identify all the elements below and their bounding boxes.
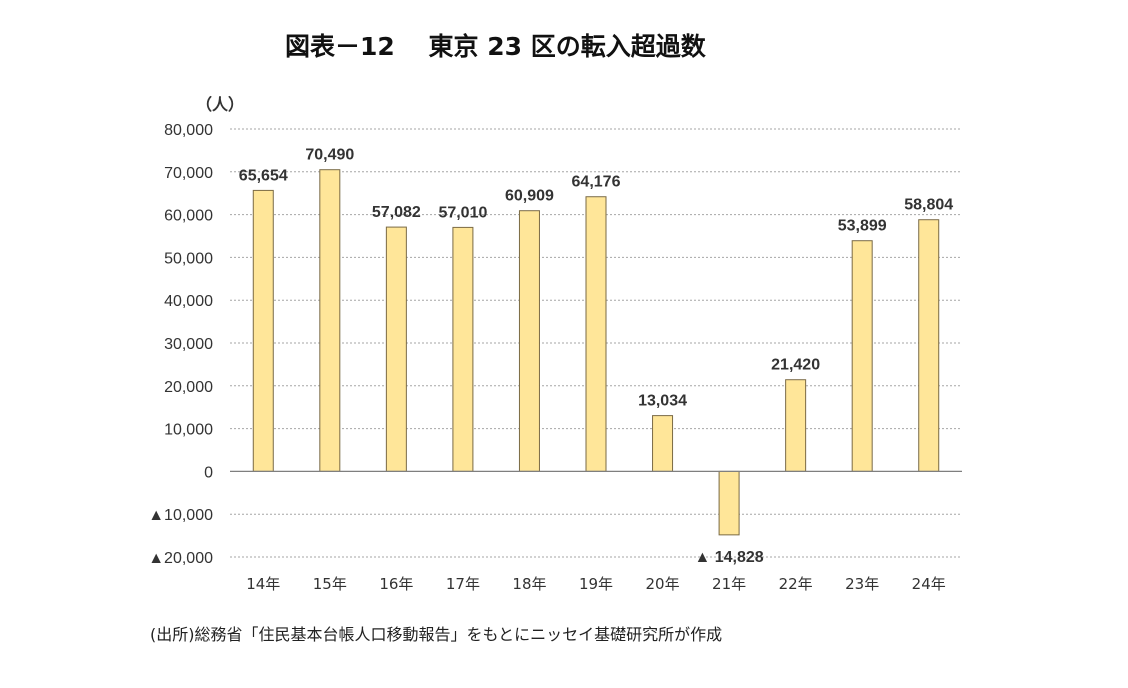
data-label: 65,654 [239, 167, 288, 184]
data-label: 58,804 [904, 197, 953, 214]
bar [851, 240, 873, 472]
y-tick-label: ▲20,000 [148, 550, 213, 567]
y-tick-label: 40,000 [164, 293, 213, 310]
bars [252, 169, 940, 536]
chart-title: 図表－12 東京 23 区の転入超過数 [285, 32, 707, 61]
bar [918, 219, 940, 472]
y-tick-label: 80,000 [164, 122, 213, 139]
x-tick-label: 22年 [779, 575, 813, 593]
x-tick-label: 16年 [379, 575, 413, 593]
y-tick-label: 0 [204, 464, 213, 481]
bar [652, 415, 674, 472]
bar [518, 210, 540, 472]
y-tick-label: 70,000 [164, 165, 213, 182]
x-tick-label: 20年 [645, 575, 679, 593]
x-tick-label: 19年 [579, 575, 613, 593]
x-tick-label: 17年 [446, 575, 480, 593]
y-tick-label: 10,000 [164, 422, 213, 439]
y-tick-label: 60,000 [164, 208, 213, 225]
data-label: ▲ 14,828 [694, 549, 763, 566]
y-axis-ticks: 80,000 70,000 60,000 50,000 40,000 30,000 20,0… [148, 122, 213, 567]
y-tick-label: 20,000 [164, 379, 213, 396]
source-note: (出所)総務省「住民基本台帳人口移動報告」をもとにニッセイ基礎研究所が作成 [150, 625, 722, 644]
value-labels: 65,654 70,490 57,082 57,010 60,909 64,176 13,0… [239, 147, 953, 566]
data-label: 13,034 [638, 393, 687, 410]
x-tick-label: 14年 [246, 575, 280, 593]
x-tick-label: 23年 [845, 575, 879, 593]
y-axis-unit: （人） [196, 95, 244, 114]
data-label: 53,899 [838, 218, 887, 235]
data-label: 21,420 [771, 357, 820, 374]
bar [252, 189, 274, 472]
bar [785, 379, 807, 472]
data-label: 60,909 [505, 188, 554, 205]
x-tick-label: 18年 [512, 575, 546, 593]
bar [718, 470, 740, 536]
x-tick-label: 24年 [912, 575, 946, 593]
y-tick-label: 50,000 [164, 250, 213, 267]
x-tick-label: 21年 [712, 575, 746, 593]
bar [385, 226, 407, 472]
data-label: 57,082 [372, 204, 421, 221]
x-axis-ticks: 14年 15年 16年 17年 18年 19年 20年 21年 22年 23年 24年 [246, 575, 946, 593]
data-label: 64,176 [572, 174, 621, 191]
y-tick-label: ▲10,000 [148, 507, 213, 524]
data-label: 57,010 [438, 204, 487, 221]
bar [585, 196, 607, 472]
bar [452, 226, 474, 472]
bar [319, 169, 341, 472]
y-tick-label: 30,000 [164, 336, 213, 353]
data-label: 70,490 [305, 147, 354, 164]
x-tick-label: 15年 [313, 575, 347, 593]
